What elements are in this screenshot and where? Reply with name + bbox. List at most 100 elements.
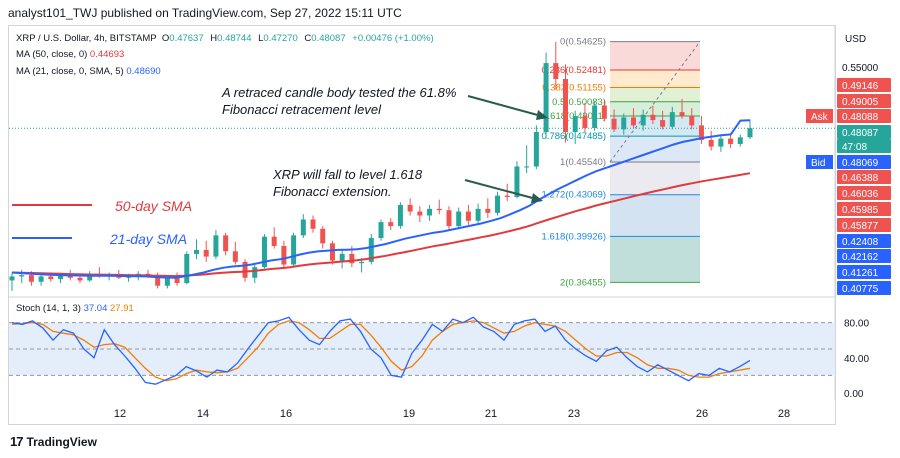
price-axis-tick: 47:08	[842, 142, 867, 153]
annotation-arrow-fib	[467, 95, 546, 118]
candle-body	[456, 211, 462, 227]
price-axis-tag	[837, 125, 891, 139]
candle-body	[397, 204, 403, 227]
candle-body	[650, 114, 656, 121]
time-axis-tick: 21	[485, 408, 497, 420]
price-axis-tick: 0.46036	[842, 189, 879, 200]
candle-body	[417, 211, 423, 216]
candle-body	[718, 138, 724, 147]
legend-ohlc-c: C0.48087	[304, 33, 346, 44]
legend-stoch[interactable]: Stoch (14, 1, 3) 37.04 27.91	[16, 303, 134, 314]
annotation-fall: XRP will fall to level 1.618 Fibonacci e…	[273, 166, 473, 200]
candle-body	[77, 277, 83, 281]
price-axis-tag	[837, 109, 891, 123]
legend-symbol-line: XRP / U.S. Dollar, 4h, BITSTAMP O0.47637…	[16, 33, 434, 44]
price-axis-tag	[837, 202, 891, 216]
candle-body	[689, 116, 695, 126]
legend-ohlc-l: L0.47270	[258, 33, 298, 44]
candle-body	[465, 211, 471, 221]
price-axis-tag	[837, 155, 891, 169]
candle-body	[349, 253, 355, 264]
price-axis-tick: 0.46388	[842, 173, 879, 184]
candle-body	[436, 208, 442, 211]
candle-body	[679, 112, 685, 117]
candle-body	[407, 204, 413, 212]
ma50-annotation-label: 50-day SMA	[115, 198, 193, 214]
time-axis-tick: 26	[696, 408, 708, 420]
candle-body	[281, 245, 287, 265]
bid-label: Bid	[811, 158, 825, 169]
tradingview-brand: TradingView	[26, 434, 97, 449]
fib-level-label: 0.236(0.52481)	[542, 65, 606, 76]
price-axis-tag	[837, 139, 891, 153]
candle-body	[368, 238, 374, 262]
fib-band	[610, 41, 700, 70]
legend-ohlc-h: H0.48744	[210, 33, 252, 44]
annotation-fib-test-text: A retraced candle body tested the 61.8% …	[222, 85, 457, 117]
price-axis-tick: 0.40775	[842, 284, 879, 295]
candle-body	[524, 166, 530, 168]
price-axis-currency: USD	[845, 34, 866, 45]
price-axis-tick: 0.48069	[842, 158, 879, 169]
candle-body	[737, 137, 743, 144]
candle-body	[87, 273, 93, 281]
candle-body	[543, 63, 549, 133]
legend-ma50-value: 0.44693	[89, 49, 125, 60]
candle-body	[223, 235, 229, 252]
stoch-d-line	[11, 320, 751, 382]
annotation-fall-text: XRP will fall to level 1.618 Fibonacci e…	[273, 167, 423, 199]
legend-symbol: XRP / U.S. Dollar, 4h, BITSTAMP	[16, 33, 157, 44]
candle-body	[194, 249, 199, 254]
candle-body	[242, 261, 248, 278]
candle-body	[67, 275, 73, 278]
tradingview-footer[interactable]: 17 TradingView	[10, 434, 97, 449]
candle-body	[9, 276, 15, 281]
stoch-axis-tick: 80.00	[844, 319, 869, 330]
candle-body	[213, 235, 219, 257]
candle-body	[291, 235, 297, 265]
time-axis-tick: 23	[568, 408, 580, 420]
legend-ma21-value: 0.48690	[126, 66, 161, 77]
tradingview-logo-icon: 17	[10, 434, 24, 449]
time-axis-tick: 16	[280, 408, 292, 420]
candle-body	[203, 249, 209, 257]
candle-body	[339, 253, 345, 261]
candle-body	[563, 79, 568, 133]
legend-ma50[interactable]: MA (50, close, 0) 0.44693	[16, 49, 124, 60]
price-axis-tick: 0.42408	[842, 237, 879, 248]
candle-body	[621, 117, 627, 130]
time-axis-tick: 12	[114, 408, 126, 420]
fib-band	[610, 136, 700, 162]
stoch-axis-tick: 40.00	[844, 354, 869, 365]
candle-body	[504, 195, 510, 197]
ask-label: Ask	[811, 112, 829, 123]
candle-body	[271, 236, 277, 246]
fib-band	[610, 87, 700, 102]
fib-band	[610, 101, 700, 116]
stoch-axis-tick: 0.00	[844, 389, 864, 400]
fib-level-label: 1(0.45540)	[560, 157, 606, 168]
candle-body	[475, 208, 481, 221]
ask-tag	[806, 109, 833, 123]
candle-body	[446, 210, 452, 227]
candle-body	[388, 222, 394, 227]
fib-level-label: 2(0.36455)	[560, 277, 606, 288]
candle-body	[232, 251, 238, 262]
candle-body	[155, 276, 161, 286]
price-axis-tick: 0.41261	[842, 268, 879, 279]
candle-body	[630, 117, 636, 126]
legend-ma50-label: MA (50, close, 0)	[16, 49, 88, 60]
annotation-arrowhead-fib	[536, 110, 548, 120]
candle-body	[48, 276, 54, 280]
price-axis-tag	[837, 249, 891, 263]
price-axis-tick: 0.45877	[842, 221, 879, 232]
candle-body	[261, 236, 267, 268]
price-axis-tag	[837, 94, 891, 108]
candle-body	[300, 219, 306, 236]
price-axis-tag	[837, 186, 891, 200]
legend-ma21[interactable]: MA (21, close, 0, SMA, 5) 0.48690	[16, 66, 161, 77]
price-axis-tag	[837, 265, 891, 279]
candle-body	[310, 219, 316, 229]
candle-body	[582, 116, 588, 129]
